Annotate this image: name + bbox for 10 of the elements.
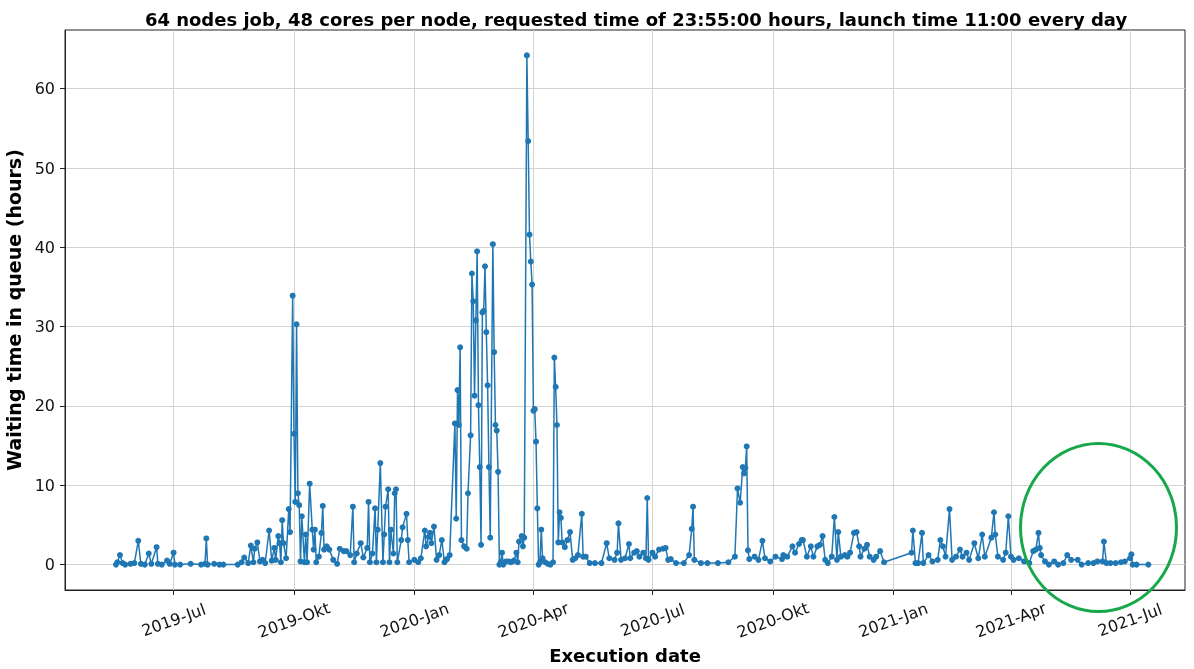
y-tick-label: 10: [34, 475, 55, 495]
x-axis-title: Execution date: [549, 644, 701, 666]
chart-title: 64 nodes job, 48 cores per node, requested time of 23:55:00 hours, launch time 11:00 every day: [144, 8, 1128, 30]
y-tick-label: 20: [34, 396, 55, 416]
y-tick-label: 0: [44, 555, 55, 575]
y-axis-title: Waiting time in queue (hours): [3, 149, 26, 471]
y-tick-label: 40: [34, 237, 55, 257]
y-tick-label: 50: [34, 158, 55, 178]
y-tick-label: 60: [34, 79, 55, 99]
y-tick-label: 30: [34, 317, 55, 337]
